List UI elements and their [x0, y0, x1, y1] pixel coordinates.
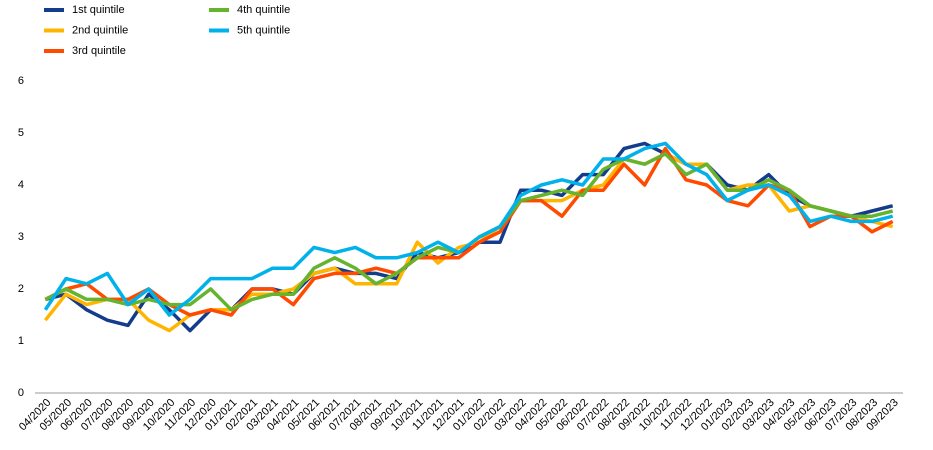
y-tick-label: 5 [18, 127, 24, 139]
series-line [44, 146, 894, 317]
series-line [43, 141, 894, 317]
legend-label: 3rd quintile [72, 45, 126, 57]
legend-label: 2nd quintile [72, 24, 128, 36]
y-tick-label: 3 [18, 231, 24, 243]
y-tick-label: 0 [18, 387, 24, 399]
series-line [44, 141, 894, 333]
legend-label: 5th quintile [237, 24, 290, 36]
legend-label: 4th quintile [237, 4, 290, 16]
y-tick-label: 2 [18, 283, 24, 295]
y-tick-label: 4 [18, 179, 24, 191]
y-tick-label: 1 [18, 335, 24, 347]
legend-label: 1st quintile [72, 4, 125, 16]
y-tick-label: 6 [18, 75, 24, 87]
